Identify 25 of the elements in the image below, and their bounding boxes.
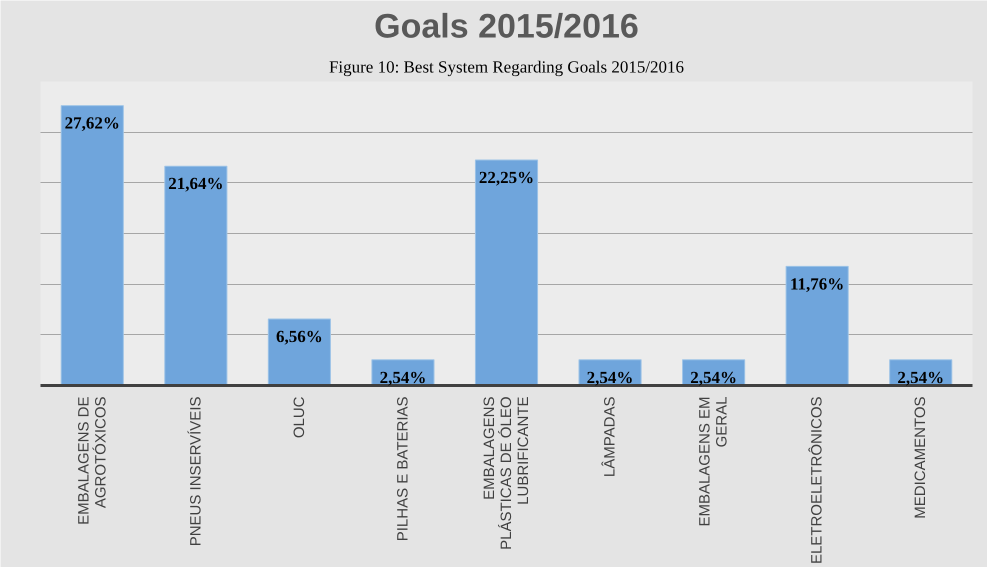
data-label: 6,56% xyxy=(276,327,323,346)
data-label: 11,76% xyxy=(790,274,844,294)
data-label: 21,64% xyxy=(168,174,224,194)
x-tick-label: LÂMPADAS xyxy=(600,396,619,478)
x-tick-label: PILHAS E BATERIAS xyxy=(394,396,412,542)
data-label: 2,54% xyxy=(380,368,426,387)
bar xyxy=(60,105,124,386)
x-tick-label: EMBALAGENS PLÁSTICAS DE ÓLEO LUBRIFICANTE xyxy=(481,396,532,550)
x-tick-label: MEDICAMENTOS xyxy=(912,396,930,519)
chart-title: Goals 2015/2016 xyxy=(374,8,639,46)
data-label: 2,54% xyxy=(897,368,944,387)
x-tick-label: EMBALAGENS DE AGROTÓXICOS xyxy=(75,396,110,525)
data-label: 27,62% xyxy=(64,114,120,133)
x-tick-label: EMBALAGENS EM GERAL xyxy=(696,396,731,527)
bar xyxy=(474,160,538,386)
bar xyxy=(164,166,228,386)
data-label: 2,54% xyxy=(586,368,634,387)
data-label: 22,25% xyxy=(478,168,534,188)
bar xyxy=(786,266,849,386)
x-tick-label: PNEUS INSERVÍVEIS xyxy=(186,396,204,546)
data-label: 2,54% xyxy=(690,368,737,387)
bar xyxy=(268,318,331,386)
x-tick-label: OLUC xyxy=(290,396,308,438)
caption: Figure 10: Best System Regarding Goals 2015/2016 xyxy=(328,58,684,76)
x-tick-label: ELETROELETRÔNICOS xyxy=(808,396,826,564)
